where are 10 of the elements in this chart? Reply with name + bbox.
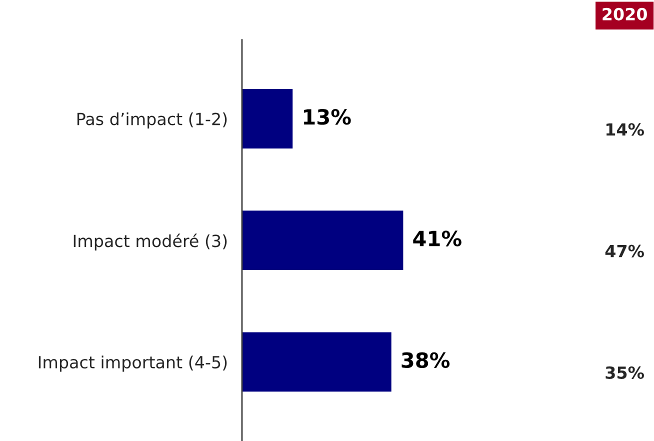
y-tick-label: Pas d’impact (1-2) <box>77 112 227 129</box>
y-tick-label: Impact important (4-5) <box>38 356 227 372</box>
text: 35% <box>606 366 644 379</box>
data-label: 41% <box>413 230 462 246</box>
text: 14% <box>606 123 644 136</box>
text: 47% <box>605 244 644 258</box>
text: 2020 <box>602 8 647 20</box>
y-tick-label: Impact modéré (3) <box>74 234 227 250</box>
data-label: 38% <box>402 352 450 368</box>
data-label: 13% <box>304 109 351 125</box>
